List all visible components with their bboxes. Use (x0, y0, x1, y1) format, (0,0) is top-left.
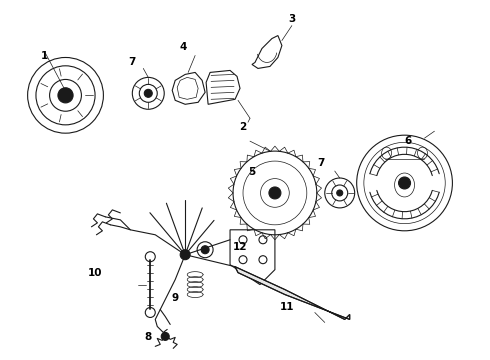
Ellipse shape (180, 250, 190, 260)
Text: 7: 7 (317, 158, 324, 168)
Ellipse shape (398, 177, 411, 189)
Text: 6: 6 (404, 136, 411, 146)
Ellipse shape (58, 88, 73, 103)
Text: 10: 10 (88, 267, 103, 278)
Text: 2: 2 (240, 122, 246, 132)
Text: 1: 1 (41, 51, 48, 62)
Ellipse shape (337, 190, 343, 196)
Text: 3: 3 (288, 14, 295, 24)
Text: 11: 11 (280, 302, 294, 311)
Text: 12: 12 (233, 242, 247, 252)
Ellipse shape (201, 246, 209, 254)
Ellipse shape (161, 332, 169, 340)
Polygon shape (235, 267, 350, 319)
Ellipse shape (269, 187, 281, 199)
Text: 7: 7 (129, 58, 136, 67)
Text: 5: 5 (248, 167, 256, 177)
Ellipse shape (144, 89, 152, 97)
Text: 8: 8 (145, 332, 152, 342)
Text: 4: 4 (179, 41, 187, 51)
Text: 9: 9 (172, 293, 179, 302)
